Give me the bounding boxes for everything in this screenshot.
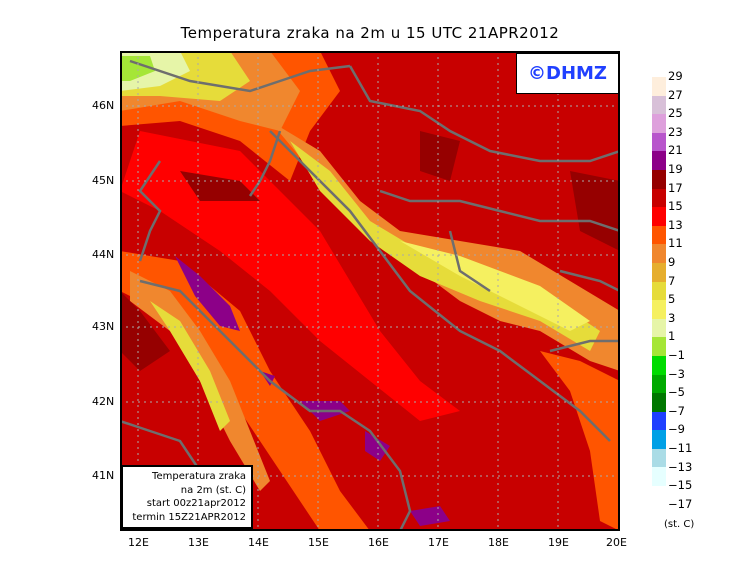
legend-label: 23: [668, 124, 683, 139]
legend-swatch: [652, 355, 666, 375]
lon-label: 12E: [128, 536, 149, 549]
legend-label: 5: [668, 292, 676, 307]
legend-label: 1: [668, 329, 676, 344]
legend-unit: (st. C): [664, 519, 695, 530]
lat-label: 44N: [92, 248, 115, 261]
legend-label: 15: [668, 199, 683, 214]
coastlines-borders: [120, 59, 620, 531]
info-box: Temperatura zraka na 2m (st. C) start 00…: [121, 465, 253, 529]
legend-swatch: [652, 188, 666, 208]
legend-swatch: [652, 244, 666, 263]
info-line: Temperatura zraka: [152, 471, 246, 482]
legend-swatch: [652, 411, 666, 431]
lon-label: 13E: [188, 536, 209, 549]
legend-swatch: [652, 95, 666, 115]
lon-label: 17E: [428, 536, 449, 549]
lat-label: 45N: [92, 174, 115, 187]
lon-label: 19E: [548, 536, 569, 549]
legend-label: −17: [668, 496, 693, 511]
legend-label: 9: [668, 255, 676, 269]
legend-label: 17: [668, 180, 683, 195]
lat-label: 41N: [92, 469, 115, 482]
info-line: na 2m (st. C): [180, 484, 246, 496]
legend-swatch: [652, 77, 666, 96]
legend-label: 13: [668, 217, 683, 232]
dhmz-logo: ©DHMZ: [516, 53, 619, 94]
lon-label: 20E: [606, 536, 627, 549]
legend-swatch: [652, 300, 666, 319]
legend-label: −15: [668, 478, 693, 493]
lat-label: 46N: [92, 99, 115, 112]
legend-label: 21: [668, 143, 683, 158]
lon-label: 15E: [308, 536, 329, 549]
legend-swatch: [652, 262, 666, 282]
lon-label: 14E: [248, 536, 269, 549]
legend-label: −7: [668, 403, 685, 418]
legend-label: −13: [668, 459, 693, 474]
legend-swatch: [652, 448, 666, 468]
temp-band-adriatic: [120, 131, 460, 421]
lon-label: 18E: [488, 536, 509, 549]
temp-band-warm-purple: [175, 256, 450, 526]
legend-swatch: [652, 337, 666, 356]
legend-swatch: [652, 430, 666, 449]
lon-label: 16E: [368, 536, 389, 549]
info-line: termin 15Z21APR2012: [132, 511, 246, 523]
lat-label: 42N: [92, 395, 115, 408]
legend-label: 25: [668, 106, 683, 121]
legend-label: 19: [668, 162, 683, 176]
legend-swatch: [652, 132, 666, 152]
legend-label: 11: [668, 236, 683, 251]
legend-label: −3: [668, 366, 685, 381]
map-title: Temperatura zraka na 2m u 15 UTC 21APR20…: [180, 24, 560, 42]
graticule: [120, 51, 620, 531]
temperature-map: [120, 51, 620, 531]
info-line: start 00z21apr2012: [146, 498, 246, 509]
legend-swatch: [652, 207, 666, 226]
legend-swatch: [652, 467, 666, 487]
legend-label: −11: [668, 441, 693, 455]
color-legend: [652, 77, 666, 487]
legend-label: 27: [668, 87, 683, 102]
legend-swatch: [652, 318, 666, 338]
legend-label: −9: [668, 422, 685, 437]
legend-swatch: [652, 393, 666, 412]
legend-label: 29: [668, 69, 683, 83]
legend-label: 3: [668, 310, 676, 325]
legend-label: 7: [668, 273, 676, 288]
legend-swatch: [652, 374, 666, 394]
legend-swatch: [652, 151, 666, 170]
legend-swatch: [652, 114, 666, 133]
legend-swatch: [652, 225, 666, 245]
legend-swatch: [652, 169, 666, 189]
legend-label: −1: [668, 348, 685, 362]
legend-label: −5: [668, 385, 685, 400]
lat-label: 43N: [92, 320, 115, 333]
legend-swatch: [652, 281, 666, 301]
